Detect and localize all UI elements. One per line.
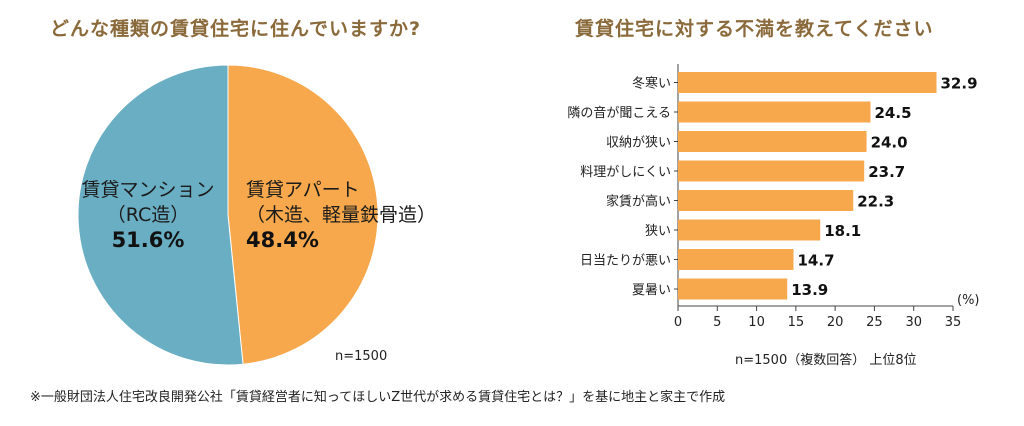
pie-chart-title: どんな種類の賃貸住宅に住んでいますか? [50, 18, 422, 40]
x-tick-label-5: 25 [866, 315, 883, 330]
pie-label-line2-0: （木造、軽量鉄骨造） [246, 204, 436, 226]
x-tick-label-4: 20 [827, 315, 844, 330]
x-tick-label-2: 10 [748, 315, 765, 330]
x-tick-label-6: 30 [905, 315, 922, 330]
bar-value-label-2: 24.0 [871, 134, 908, 152]
bar-0 [678, 72, 937, 93]
bar-1 [678, 101, 871, 123]
bar-category-label-2: 収納が狭い [606, 136, 671, 151]
bar-category-label-3: 料理がしにくい [580, 165, 671, 180]
x-axis-unit-label: (%) [957, 293, 980, 308]
bar-7 [678, 278, 788, 300]
bar-value-label-4: 22.3 [857, 193, 894, 211]
bar-5 [678, 219, 821, 241]
bar-category-label-1: 隣の音が聞こえる [567, 105, 671, 121]
pie-slice-1 [77, 64, 244, 366]
pie-sample-size: n=1500 [335, 349, 388, 364]
pie-percent-0: 48.4% [246, 228, 319, 252]
bar-4 [678, 190, 854, 211]
pie-label-line1-1: 賃貸マンション [81, 179, 214, 201]
x-tick-label-1: 5 [713, 315, 721, 330]
x-tick-label-7: 35 [945, 315, 962, 330]
bar-chart-title: 賃貸住宅に対する不満を教えてください [575, 18, 934, 40]
bar-category-label-6: 日当たりが悪い [580, 254, 671, 269]
bar-value-label-1: 24.5 [875, 104, 912, 122]
pie-percent-1: 51.6% [112, 228, 185, 252]
source-note: ※一般財団法人住宅改良開発公社「賃貸経営者に知ってほしいZ世代が求める賃貸住宅と… [30, 390, 726, 405]
bar-3 [678, 160, 865, 182]
x-tick-label-0: 0 [674, 315, 682, 330]
pie-label-line2-1: （RC造） [107, 204, 190, 226]
bar-category-label-4: 家賃が高い [606, 194, 671, 210]
bar-value-label-6: 14.7 [798, 252, 835, 270]
bar-category-label-5: 狭い [645, 224, 671, 239]
bar-sample-size: n=1500（複数回答） 上位8位 [735, 353, 917, 368]
x-tick-label-3: 15 [788, 315, 805, 330]
bar-6 [678, 249, 794, 270]
pie-label-line1-0: 賃貸アパート [246, 179, 360, 201]
bar-value-label-3: 23.7 [868, 163, 905, 181]
bar-value-label-0: 32.9 [941, 75, 978, 93]
bar-value-label-5: 18.1 [824, 222, 861, 240]
bar-value-label-7: 13.9 [791, 281, 828, 299]
bar-2 [678, 131, 867, 152]
pie-slice-0 [227, 64, 379, 365]
bar-category-label-7: 夏暑い [632, 283, 671, 298]
bar-category-label-0: 冬寒い [632, 76, 671, 92]
